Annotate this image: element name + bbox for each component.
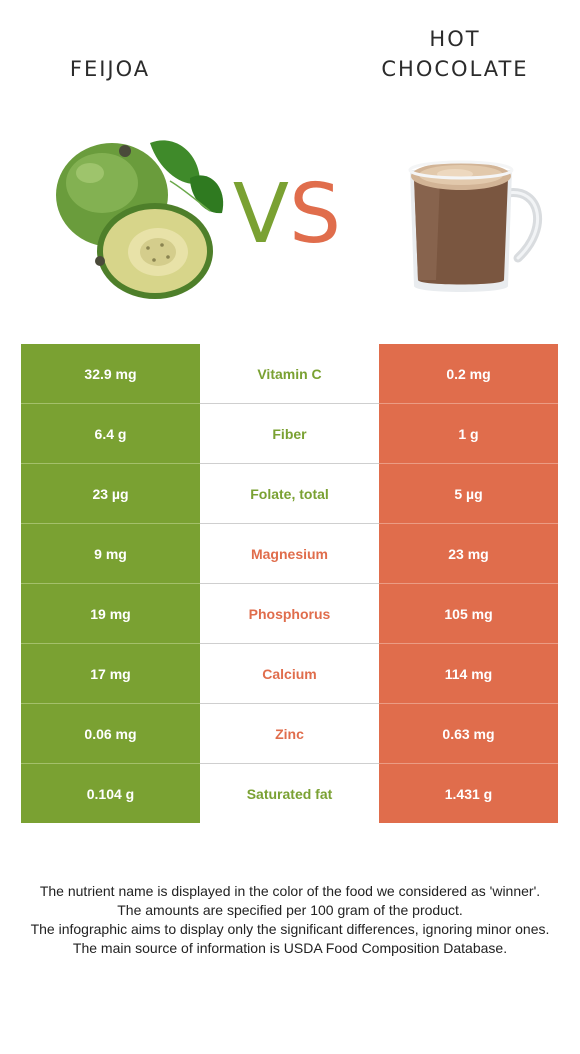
versus-v: V [232,167,290,262]
nutrient-name: Magnesium [200,523,379,584]
right-food-title-line2: CHOCOLATE [381,57,529,81]
right-food-value: 0.2 mg [379,344,558,404]
left-food-value: 32.9 mg [21,344,200,404]
right-food-title-line1: HOT [429,27,481,51]
left-food-value: 9 mg [21,523,200,584]
nutrient-name: Folate, total [200,463,379,524]
right-food-value: 0.63 mg [379,703,558,764]
right-food-value: 1.431 g [379,763,558,823]
nutrient-name: Calcium [200,643,379,704]
nutrient-row: 19 mg Phosphorus 105 mg [21,583,558,644]
right-food-value: 114 mg [379,643,558,704]
nutrient-row: 9 mg Magnesium 23 mg [21,523,558,584]
left-food-title-text: FEIJOA [69,57,151,81]
nutrient-row: 6.4 g Fiber 1 g [21,403,558,464]
right-food-value: 23 mg [379,523,558,584]
footnote: The amounts are specified per 100 gram o… [117,902,463,918]
left-food-value: 0.104 g [21,763,200,823]
right-food-title: HOT CHOCOLATE [360,24,550,84]
versus-s: S [289,167,342,262]
left-food-value: 17 mg [21,643,200,704]
nutrient-row: 23 µg Folate, total 5 µg [21,463,558,524]
nutrient-row: 17 mg Calcium 114 mg [21,643,558,704]
nutrient-name: Zinc [200,703,379,764]
nutrient-name: Phosphorus [200,583,379,644]
footnote: The nutrient name is displayed in the co… [39,883,541,899]
nutrient-row: 0.06 mg Zinc 0.63 mg [21,703,558,764]
right-food-value: 105 mg [379,583,558,644]
nutrient-row: 0.104 g Saturated fat 1.431 g [21,763,558,823]
comparison-table: 32.9 mg Vitamin C 0.2 mg 6.4 g Fiber 1 g 23 µg… [21,344,558,823]
left-food-value: 6.4 g [21,403,200,464]
footnote: The infographic aims to display only the… [30,921,550,937]
right-food-value: 5 µg [379,463,558,524]
left-food-value: 19 mg [21,583,200,644]
nutrient-name: Vitamin C [200,344,379,404]
left-food-value: 23 µg [21,463,200,524]
left-food-value: 0.06 mg [21,703,200,764]
footnote: The main source of information is USDA F… [72,940,508,956]
feijoa-fruit-icon [50,133,230,308]
versus-label: VS [222,165,352,265]
right-food-value: 1 g [379,403,558,464]
nutrient-name: Saturated fat [200,763,379,823]
left-food-title: FEIJOA [20,54,200,84]
nutrient-name: Fiber [200,403,379,464]
footnotes: The nutrient name is displayed in the co… [20,882,560,958]
nutrient-row: 32.9 mg Vitamin C 0.2 mg [21,344,558,404]
hot-chocolate-mug-icon [400,148,550,303]
